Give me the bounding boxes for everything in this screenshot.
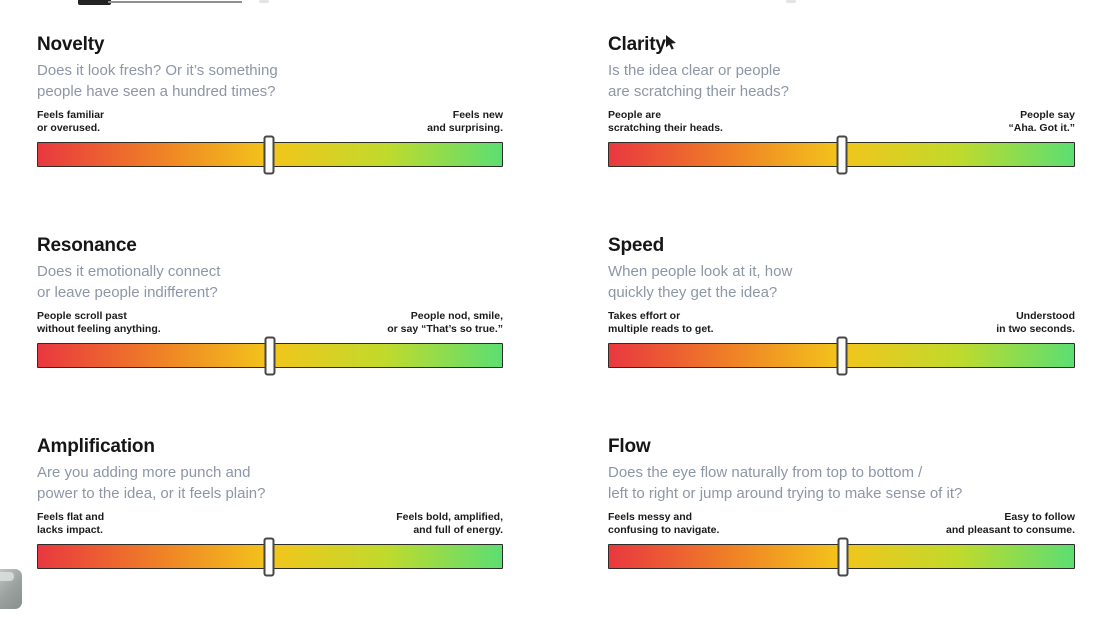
description-line: Does it emotionally connect [37, 263, 221, 280]
section-title: Novelty [37, 34, 105, 55]
description-line: are scratching their heads? [608, 83, 789, 100]
description-line: or leave people indifferent? [37, 284, 218, 301]
min-label-line: or overused. [37, 122, 101, 134]
slider-endpoint-labels: Takes effort or multiple reads to get. U… [608, 310, 1075, 336]
clarity-slider-handle[interactable] [836, 135, 848, 174]
section-title: Amplification [37, 436, 155, 457]
max-label-line: or say “That’s so true.” [387, 323, 503, 335]
clarity-slider-track[interactable] [608, 135, 1075, 174]
section-description: Does it emotionally connect or leave peo… [37, 261, 503, 303]
section-description: Does the eye flow naturally from top to … [608, 462, 1075, 504]
min-label-line: Takes effort or [608, 310, 681, 322]
slider-max-label: Feels bold, amplified, and full of energ… [396, 511, 503, 537]
max-label-line: People nod, smile, [410, 310, 503, 322]
max-label-line: Feels new [452, 109, 503, 121]
slider-min-label: Feels familiar or overused. [37, 109, 104, 135]
amplification-slider-handle[interactable] [263, 537, 275, 576]
slider-endpoint-labels: Feels familiar or overused. Feels new an… [37, 109, 503, 135]
max-label-line: People say [1020, 109, 1075, 121]
section-title: Resonance [37, 235, 137, 256]
slider-min-label: Takes effort or multiple reads to get. [608, 310, 714, 336]
max-label-line: Easy to follow [1004, 511, 1075, 523]
max-label-line: Feels bold, amplified, [396, 511, 503, 523]
slider-max-label: Feels new and surprising. [427, 109, 503, 135]
top-edge-artifact [78, 0, 111, 5]
section-description: Are you adding more punch and power to t… [37, 462, 503, 504]
min-label-line: multiple reads to get. [608, 323, 714, 335]
slider-max-label: People say “Aha. Got it.” [1009, 109, 1076, 135]
novelty-slider-track[interactable] [37, 135, 503, 174]
min-label-line: People scroll past [37, 310, 127, 322]
slider-endpoint-labels: People scroll past without feeling anyth… [37, 310, 503, 336]
top-edge-artifact-mark [786, 0, 796, 3]
slider-min-label: Feels messy and confusing to navigate. [608, 511, 719, 537]
min-label-line: Feels flat and [37, 511, 105, 523]
max-label-line: in two seconds. [996, 323, 1075, 335]
min-label-line: Feels messy and [608, 511, 693, 523]
novelty-slider-handle[interactable] [263, 135, 275, 174]
bottom-left-artifact-highlight [0, 572, 14, 581]
resonance-slider-track[interactable] [37, 336, 503, 375]
top-edge-artifact-line [108, 1, 242, 3]
min-label-line: confusing to navigate. [608, 524, 720, 536]
bottom-left-artifact [0, 569, 22, 609]
description-line: left to right or jump around trying to m… [608, 485, 963, 502]
description-line: power to the idea, or it feels plain? [37, 485, 266, 502]
slider-min-label: People are scratching their heads. [608, 109, 723, 135]
description-line: quickly they get the idea? [608, 284, 778, 301]
resonance-slider-handle[interactable] [264, 336, 276, 375]
top-edge-artifact-mark [259, 0, 269, 3]
description-line: people have seen a hundred times? [37, 83, 276, 100]
description-line: Does it look fresh? Or it’s something [37, 62, 278, 79]
min-label-line: scratching their heads. [608, 122, 723, 134]
speed-slider-track[interactable] [608, 336, 1075, 375]
section-title: Flow [608, 436, 651, 457]
amplification-slider-track[interactable] [37, 537, 503, 576]
mouse-cursor-icon [666, 35, 676, 50]
section-amplification: Amplification Are you adding more punch … [37, 435, 503, 636]
slider-endpoint-labels: Feels flat and lacks impact. Feels bold,… [37, 511, 503, 537]
min-label-line: People are [608, 109, 662, 121]
min-label-line: lacks impact. [37, 524, 103, 536]
max-label-line: and full of energy. [413, 524, 503, 536]
section-description: When people look at it, how quickly they… [608, 261, 1075, 303]
speed-slider-handle[interactable] [836, 336, 848, 375]
max-label-line: “Aha. Got it.” [1008, 122, 1076, 134]
max-label-line: and pleasant to consume. [946, 524, 1075, 536]
max-label-line: and surprising. [427, 122, 503, 134]
slider-endpoint-labels: People are scratching their heads. Peopl… [608, 109, 1075, 135]
section-clarity: Clarity Is the idea clear or people are … [608, 33, 1075, 234]
slider-min-label: Feels flat and lacks impact. [37, 511, 104, 537]
max-label-line: Understood [1016, 310, 1075, 322]
section-resonance: Resonance Does it emotionally connect or… [37, 234, 503, 435]
flow-slider-track[interactable] [608, 537, 1075, 576]
description-line: Does the eye flow naturally from top to … [608, 464, 923, 481]
description-line: Is the idea clear or people [608, 62, 781, 79]
slider-min-label: People scroll past without feeling anyth… [37, 310, 161, 336]
slider-endpoint-labels: Feels messy and confusing to navigate. E… [608, 511, 1075, 537]
section-description: Does it look fresh? Or it’s something pe… [37, 60, 503, 102]
description-line: Are you adding more punch and [37, 464, 251, 481]
section-speed: Speed When people look at it, how quickl… [608, 234, 1075, 435]
section-title: Clarity [608, 34, 666, 55]
flow-slider-handle[interactable] [837, 537, 849, 576]
section-description: Is the idea clear or people are scratchi… [608, 60, 1075, 102]
section-novelty: Novelty Does it look fresh? Or it’s some… [37, 33, 503, 234]
min-label-line: Feels familiar [37, 109, 105, 121]
slider-max-label: People nod, smile, or say “That’s so tru… [387, 310, 503, 336]
slider-max-label: Understood in two seconds. [996, 310, 1075, 336]
min-label-line: without feeling anything. [37, 323, 161, 335]
section-flow: Flow Does the eye flow naturally from to… [608, 435, 1075, 636]
description-line: When people look at it, how [608, 263, 793, 280]
evaluation-grid: Novelty Does it look fresh? Or it’s some… [37, 33, 1075, 636]
section-title: Speed [608, 235, 665, 256]
slider-max-label: Easy to follow and pleasant to consume. [946, 511, 1075, 537]
